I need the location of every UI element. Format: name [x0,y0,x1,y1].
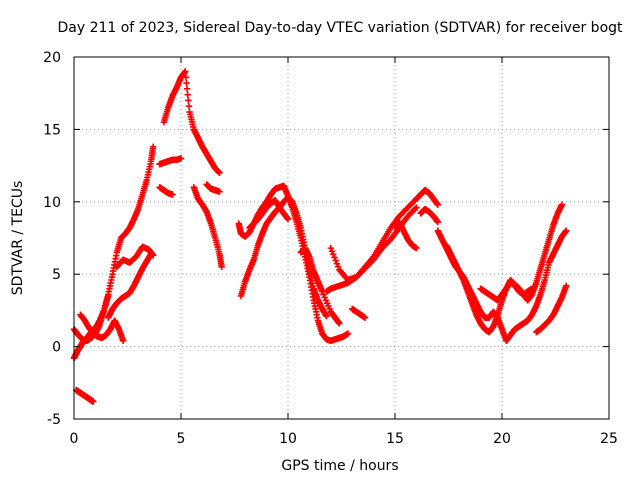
data-marks [70,68,570,405]
y-tick-label: 10 [43,195,61,211]
x-tick-label: 0 [70,431,79,447]
y-axis-label: SDTVAR / TECUs [10,181,26,296]
data-point-sat-t [434,218,441,226]
y-tick-label: 5 [52,267,61,283]
data-point-sat-h [182,74,190,81]
data-point-sat-h [183,85,191,93]
data-point-sat-q [333,260,341,267]
data-point-sat-g [177,155,185,162]
data-point-sat-n [284,215,292,223]
data-point-sat-k [216,188,223,195]
x-tick-label: 10 [279,431,297,447]
data-point-sat-b [105,292,112,300]
data-point-sat-d [120,337,127,345]
x-tick-label: 20 [493,431,511,447]
data-point-sat-a [149,143,157,150]
data-point-sat-q [328,248,336,255]
data-point-sat-x [563,282,570,289]
data-point-sat-f [149,252,157,259]
data-point-sat-m [323,312,330,320]
data-point-sat-p [434,201,441,208]
x-tick-label: 5 [177,431,186,447]
data-point-sat-u [558,201,566,208]
data-point-sat-q [334,263,342,270]
data-point-sat-q [330,251,337,258]
plot-frame [73,56,610,420]
data-point-sat-l [344,330,352,337]
data-point-sat-o [336,320,343,327]
chart-title: Day 211 of 2023, Sidereal Day-to-day VTE… [57,20,623,36]
y-tick-label: 0 [52,340,61,356]
data-point-sat-h [183,79,190,87]
x-tick-label: 15 [386,431,404,447]
y-tick-label: 15 [43,122,61,138]
data-point-sat-q [331,254,338,261]
y-tick-label: 20 [43,50,61,66]
data-point-sat-j [218,263,225,271]
x-tick-label: 25 [600,431,618,447]
axes: 0 5 10 15 20 25 -5 0 5 10 15 20 [43,50,618,447]
data-point-sat-w [528,285,536,292]
grid-layer [74,57,609,419]
data-point-sat-h [184,91,191,98]
data-point-sat-h [182,68,189,75]
data-point-sat-q [411,205,419,213]
data-point-sat-v [563,227,570,234]
data-point-sat-q [413,204,420,211]
data-point-sat-s [413,244,420,252]
data-point-sat-c [90,398,97,405]
x-axis-label: GPS time / hours [281,458,398,474]
data-point-sat-q [327,244,334,252]
data-point-sat-h [185,97,192,104]
data-point-sat-h [185,103,193,110]
data-point-sat-i [169,191,176,198]
data-point-sat-h [216,169,223,177]
data-point-sat-r [361,314,369,321]
y-tick-label: -5 [47,412,61,428]
data-point-sat-q [332,257,339,264]
